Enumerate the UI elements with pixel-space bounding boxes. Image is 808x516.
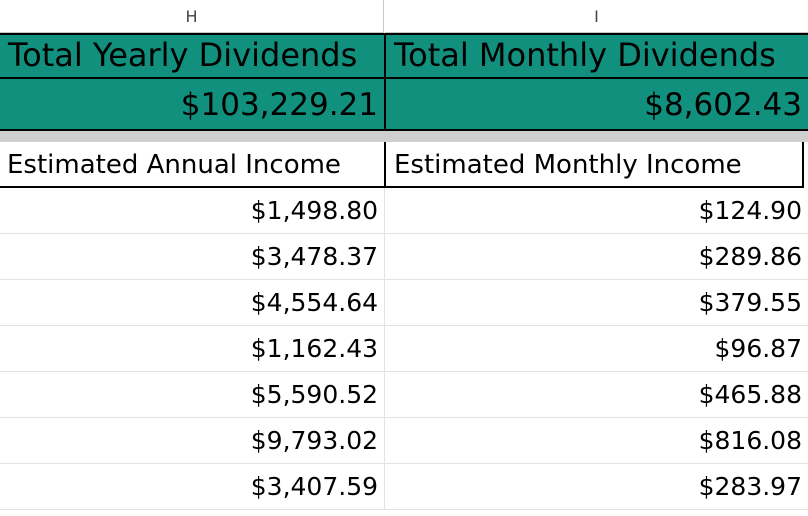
border-line xyxy=(384,142,386,188)
table-row: $1,498.80 $124.90 xyxy=(0,188,808,234)
monthly-income-cell[interactable]: $283.97 xyxy=(385,464,808,510)
total-monthly-label-cell[interactable]: Total Monthly Dividends xyxy=(386,33,808,77)
column-header-i[interactable]: I xyxy=(385,0,808,33)
monthly-income-cell[interactable]: $96.87 xyxy=(385,326,808,372)
annual-income-cell[interactable]: $1,162.43 xyxy=(0,326,385,372)
total-yearly-value: $103,229.21 xyxy=(180,86,378,123)
total-monthly-label: Total Monthly Dividends xyxy=(394,36,776,74)
annual-income-cell[interactable]: $5,590.52 xyxy=(0,372,385,418)
total-yearly-value-cell[interactable]: $103,229.21 xyxy=(0,79,384,130)
border-line xyxy=(0,77,808,79)
monthly-income-cell[interactable]: $124.90 xyxy=(385,188,808,234)
table-row: $1,162.43 $96.87 xyxy=(0,326,808,372)
total-monthly-value: $8,602.43 xyxy=(644,86,802,123)
table-row: $3,478.37 $289.86 xyxy=(0,234,808,280)
total-yearly-label-cell[interactable]: Total Yearly Dividends xyxy=(0,33,384,77)
table-row: $4,554.64 $379.55 xyxy=(0,280,808,326)
table-row: $3,407.59 $283.97 xyxy=(0,464,808,510)
annual-income-cell[interactable]: $9,793.02 xyxy=(0,418,385,464)
annual-income-cell[interactable]: $3,407.59 xyxy=(0,464,385,510)
header-cell-monthly[interactable]: Estimated Monthly Income xyxy=(386,142,804,187)
header-monthly-income: Estimated Monthly Income xyxy=(394,149,742,180)
border-line xyxy=(0,33,808,35)
border-line xyxy=(384,33,386,131)
annual-income-cell[interactable]: $4,554.64 xyxy=(0,280,385,326)
header-annual-income: Estimated Annual Income xyxy=(7,149,341,180)
border-line xyxy=(0,186,804,188)
total-monthly-value-cell[interactable]: $8,602.43 xyxy=(386,79,808,130)
monthly-income-cell[interactable]: $379.55 xyxy=(385,280,808,326)
column-header-h[interactable]: H xyxy=(0,0,384,33)
table-row: $9,793.02 $816.08 xyxy=(0,418,808,464)
table-row: $5,590.52 $465.88 xyxy=(0,372,808,418)
annual-income-cell[interactable]: $1,498.80 xyxy=(0,188,385,234)
annual-income-cell[interactable]: $3,478.37 xyxy=(0,234,385,280)
monthly-income-cell[interactable]: $465.88 xyxy=(385,372,808,418)
monthly-income-cell[interactable]: $289.86 xyxy=(385,234,808,280)
separator-bar xyxy=(0,131,808,142)
header-cell-annual[interactable]: Estimated Annual Income xyxy=(0,142,384,187)
total-yearly-label: Total Yearly Dividends xyxy=(8,36,358,74)
monthly-income-cell[interactable]: $816.08 xyxy=(385,418,808,464)
border-line xyxy=(802,142,804,188)
border-line xyxy=(0,129,808,131)
